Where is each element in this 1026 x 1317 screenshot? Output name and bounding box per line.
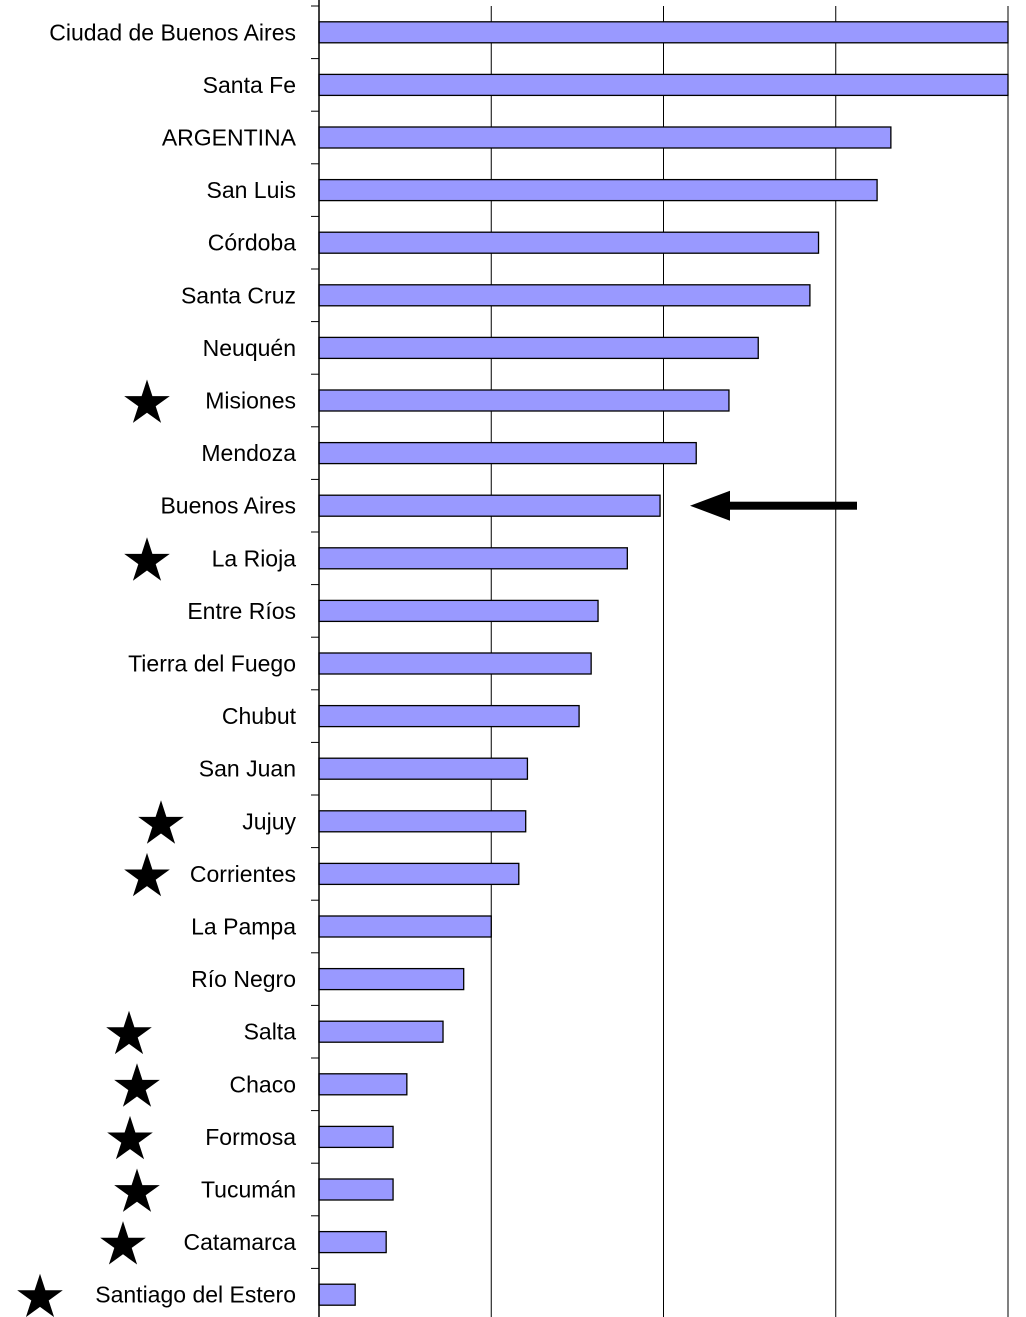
left-arrow-icon <box>690 490 730 521</box>
category-label: La Rioja <box>212 545 297 571</box>
bar-cordoba <box>318 231 820 254</box>
category-label: Ciudad de Buenos Aires <box>49 19 296 45</box>
category-label: Formosa <box>205 1124 296 1150</box>
bar-corrientes <box>318 862 520 886</box>
bar-argentina <box>318 126 892 149</box>
bar-rio-negro <box>318 967 465 991</box>
category-label: Corrientes <box>190 861 296 887</box>
bar-san-luis <box>318 178 878 202</box>
bar-jujuy <box>318 810 527 833</box>
bar-entre-rios <box>318 599 599 623</box>
bar-chubut <box>318 704 580 728</box>
category-label: Santa Cruz <box>181 282 296 308</box>
category-label: Santiago del Estero <box>95 1282 296 1308</box>
category-label: Tucumán <box>201 1177 296 1203</box>
category-label: Entre Ríos <box>187 598 296 624</box>
category-label: Mendoza <box>201 440 296 466</box>
bar-chaco <box>318 1073 408 1096</box>
bar-santa-cruz <box>318 284 811 307</box>
category-labels: Ciudad de Buenos Aires Santa Fe ARGENTINA S… <box>49 19 296 1307</box>
bar-neuquen <box>318 336 759 360</box>
bar-la-rioja <box>318 547 628 570</box>
category-label: Buenos Aires <box>160 493 296 519</box>
category-label: San Luis <box>206 177 296 203</box>
bar-buenos-aires <box>318 494 661 517</box>
bar-catamarca <box>318 1230 387 1254</box>
star-icon <box>114 1063 160 1107</box>
bar-salta <box>318 1020 444 1043</box>
bars-group <box>318 21 1009 1306</box>
arrow-shaft <box>720 501 857 510</box>
star-icon <box>107 1115 153 1160</box>
category-label: Neuquén <box>203 335 296 361</box>
bar-formosa <box>318 1125 394 1149</box>
bar-san-juan <box>318 757 529 780</box>
category-label: Tierra del Fuego <box>128 651 296 677</box>
category-label: Misiones <box>205 388 296 414</box>
star-markers <box>17 379 184 1317</box>
bar-misiones <box>318 389 730 412</box>
category-label: Jujuy <box>242 808 296 834</box>
category-label: Santa Fe <box>203 72 296 98</box>
bar-tierra-del-fuego <box>318 652 592 675</box>
star-icon <box>17 1273 63 1317</box>
category-label: Chubut <box>222 703 297 729</box>
category-label: Catamarca <box>184 1229 297 1255</box>
category-label: Salta <box>244 1019 297 1045</box>
bar-santiago-del-estero <box>318 1283 356 1306</box>
category-label: Chaco <box>230 1071 296 1097</box>
category-label: ARGENTINA <box>162 125 297 151</box>
bar-tucuman <box>318 1178 394 1201</box>
category-label: San Juan <box>199 756 296 782</box>
bar-santa-fe <box>318 73 1009 97</box>
star-icon <box>124 852 170 897</box>
star-icon <box>114 1168 160 1212</box>
bar-ciudad-de-buenos-aires <box>318 21 1009 44</box>
star-icon <box>124 379 170 423</box>
bar-mendoza <box>318 441 697 465</box>
star-icon <box>124 537 170 581</box>
category-label: Río Negro <box>191 966 296 992</box>
category-label: Córdoba <box>208 230 296 256</box>
star-icon <box>100 1221 146 1265</box>
y-axis <box>311 0 320 1317</box>
star-icon <box>138 800 184 844</box>
star-icon <box>106 1010 152 1055</box>
annotations <box>690 490 857 521</box>
category-label: La Pampa <box>191 914 296 940</box>
bar-la-pampa <box>318 915 492 938</box>
